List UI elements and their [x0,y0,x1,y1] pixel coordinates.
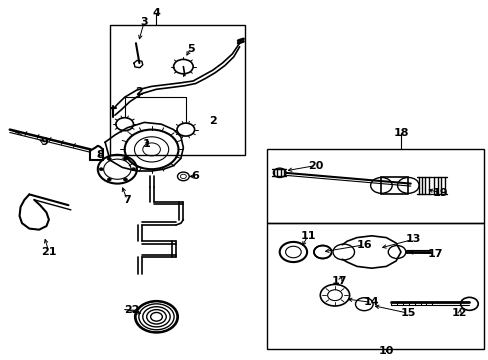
Circle shape [131,168,135,171]
Circle shape [123,178,127,181]
Bar [110,25,244,155]
Text: 22: 22 [124,305,140,315]
Text: 5: 5 [186,44,194,54]
Text: 14: 14 [363,297,379,307]
Text: 15: 15 [400,308,415,318]
Text: 10: 10 [378,346,393,356]
Text: 17: 17 [331,276,347,286]
Text: 2: 2 [208,116,216,126]
Text: 12: 12 [451,308,467,318]
Text: 19: 19 [431,188,447,198]
Text: 4: 4 [152,8,160,18]
Circle shape [107,157,111,160]
Text: 13: 13 [405,234,420,244]
Text: 16: 16 [356,240,371,250]
Text: 6: 6 [191,171,199,181]
Bar [266,223,483,349]
Circle shape [99,168,103,171]
Text: 18: 18 [392,128,408,138]
Text: 21: 21 [41,247,57,257]
Circle shape [107,178,111,181]
Text: 11: 11 [300,231,315,241]
Text: 8: 8 [96,150,104,160]
Text: 20: 20 [307,161,323,171]
Text: 9: 9 [40,137,48,147]
Text: 1: 1 [142,139,150,149]
Circle shape [123,157,127,160]
Text: 3: 3 [140,17,148,27]
Bar [266,149,483,223]
Text: 2: 2 [135,87,143,97]
Text: 7: 7 [123,195,131,205]
Text: 17: 17 [427,249,442,259]
Bar [381,177,407,194]
